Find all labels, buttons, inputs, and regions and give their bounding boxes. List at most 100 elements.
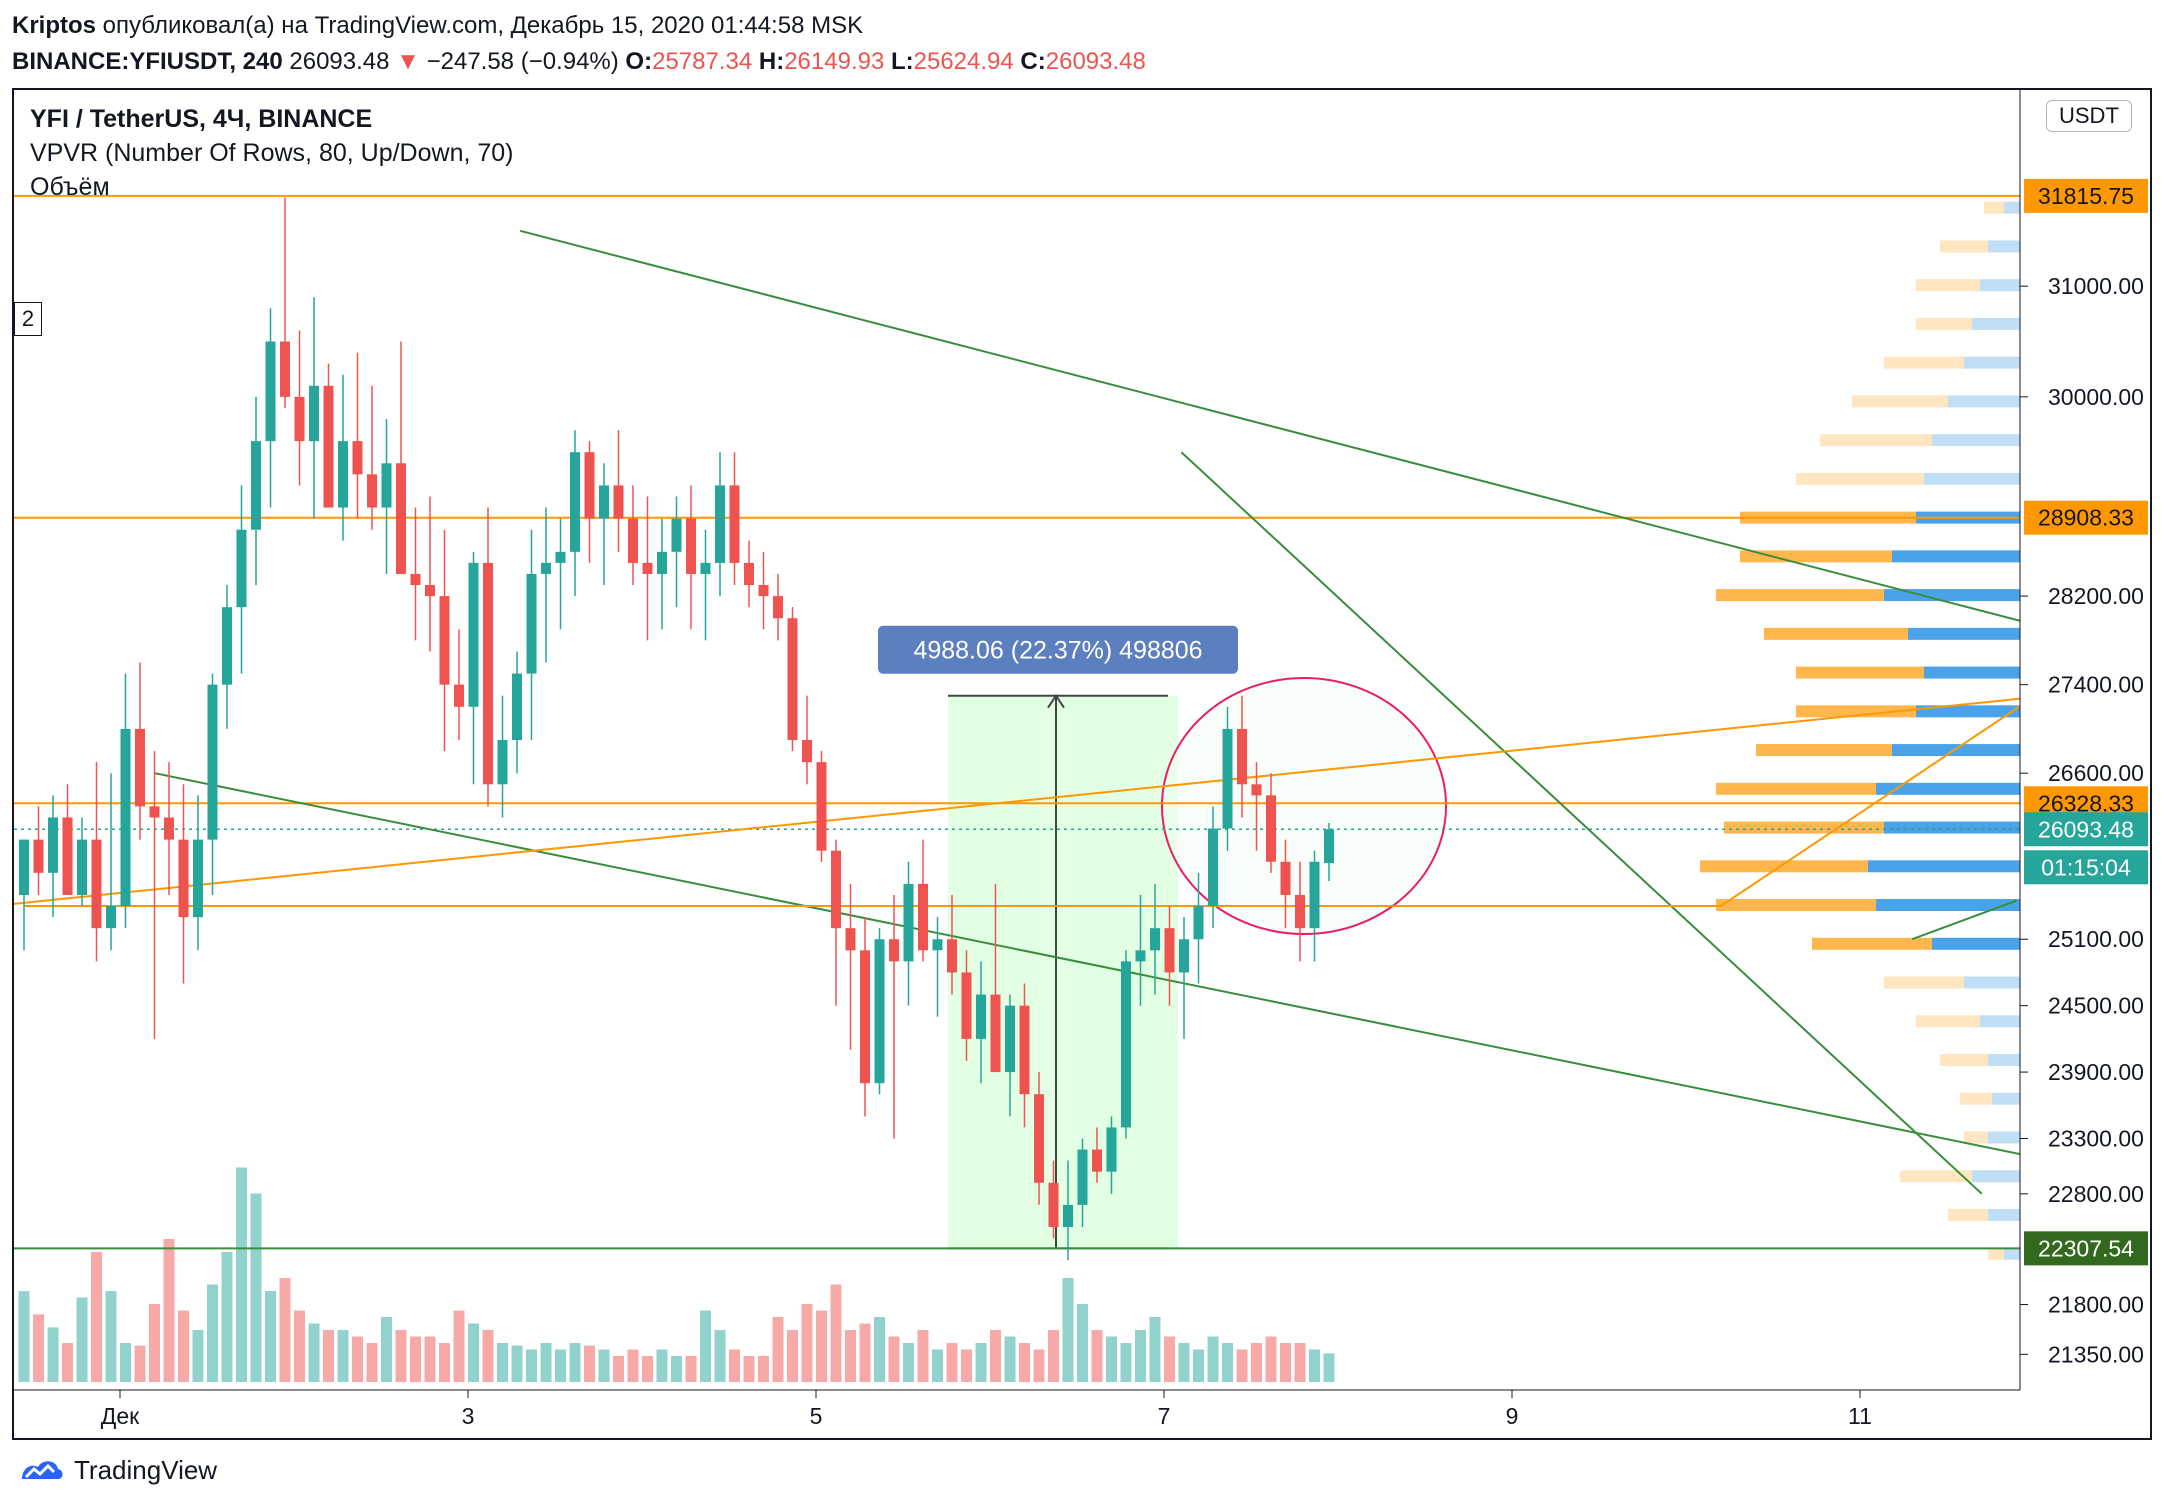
price-label: 01:15:04 bbox=[2041, 854, 2131, 880]
candle-body bbox=[33, 839, 44, 873]
volume-bar bbox=[714, 1330, 726, 1382]
vp-row-down bbox=[1940, 240, 1988, 253]
author-name[interactable]: Kriptos bbox=[12, 12, 96, 39]
chart-legend: YFI / TetherUS, 4Ч, BINANCE VPVR (Number… bbox=[30, 102, 514, 204]
vp-row-down bbox=[1852, 395, 1948, 408]
steep-downtrend-line bbox=[1180, 451, 1983, 1195]
candle-body bbox=[207, 684, 218, 840]
legend-indicator[interactable]: VPVR (Number Of Rows, 80, Up/Down, 70) bbox=[30, 139, 514, 167]
y-tick-label: 31000.00 bbox=[2048, 273, 2144, 299]
vp-row-up bbox=[1884, 821, 2020, 834]
close-value: 26093.48 bbox=[1045, 48, 1146, 75]
candle-body bbox=[1092, 1149, 1102, 1172]
volume-bar bbox=[207, 1284, 218, 1382]
volume-bar bbox=[1033, 1349, 1045, 1382]
vp-row-down bbox=[1716, 589, 1884, 602]
candle-body bbox=[570, 452, 580, 552]
vp-row-up bbox=[1988, 1131, 2020, 1144]
vp-row-up bbox=[1892, 550, 2020, 563]
price-label-bg bbox=[2024, 850, 2148, 885]
vp-row-down bbox=[1984, 201, 2004, 214]
price-label: 31815.75 bbox=[2038, 183, 2134, 209]
symbol-label: BINANCE:YFIUSDT, 240 bbox=[12, 48, 283, 75]
volume-bar bbox=[1120, 1343, 1132, 1382]
candle-body bbox=[251, 441, 261, 530]
volume-bar bbox=[903, 1343, 914, 1382]
vp-row-down bbox=[1884, 976, 1964, 989]
drawing-tag[interactable]: 2 bbox=[14, 302, 42, 336]
candle-body bbox=[961, 972, 972, 1039]
volume-bar bbox=[555, 1349, 566, 1382]
vp-row-up bbox=[1884, 589, 2020, 602]
candle-body bbox=[715, 485, 725, 563]
currency-button[interactable]: USDT bbox=[2046, 100, 2132, 132]
candle-body bbox=[584, 452, 595, 519]
vp-row-down bbox=[1796, 472, 1924, 485]
volume-bar bbox=[366, 1343, 378, 1382]
candle-body bbox=[918, 883, 928, 951]
candle-body bbox=[903, 883, 914, 962]
volume-bar bbox=[1062, 1278, 1074, 1382]
price-label-bg bbox=[2024, 812, 2148, 847]
volume-bar bbox=[1077, 1304, 1088, 1382]
legend-volume[interactable]: Объём bbox=[30, 173, 110, 201]
vp-row-down bbox=[1948, 1208, 1988, 1221]
candle-body bbox=[454, 684, 464, 707]
publish-info: опубликовал(а) на TradingView.com, Декаб… bbox=[96, 12, 864, 39]
candle-body bbox=[1193, 906, 1204, 940]
volume-bar bbox=[584, 1345, 595, 1382]
volume-bar bbox=[294, 1310, 305, 1382]
candle-body bbox=[541, 562, 551, 574]
volume-bar bbox=[1193, 1349, 1204, 1382]
vp-row-up bbox=[2004, 1247, 2020, 1260]
candle-body bbox=[120, 728, 131, 907]
high-label: H: bbox=[758, 48, 785, 75]
volume-bar bbox=[1323, 1353, 1335, 1382]
volume-bar bbox=[1091, 1330, 1103, 1382]
volume-bar bbox=[569, 1343, 581, 1382]
volume-bar bbox=[758, 1356, 769, 1382]
footer-branding[interactable]: TradingView bbox=[20, 1455, 217, 1486]
chart-canvas[interactable]: 4988.06 (22.37%) 498806 31000.00 30000.00 2… bbox=[14, 90, 2150, 1438]
vp-row-up bbox=[1988, 1208, 2020, 1221]
candle-body bbox=[671, 518, 682, 552]
vp-row-down bbox=[1812, 937, 1932, 950]
candle-body bbox=[149, 806, 160, 818]
candle-body bbox=[323, 385, 334, 508]
candle-body bbox=[497, 740, 508, 785]
measure-label-box bbox=[878, 625, 1238, 674]
descending-support-line bbox=[154, 772, 2150, 1182]
candle-body bbox=[1295, 894, 1305, 929]
volume-bar bbox=[33, 1314, 44, 1382]
chart-frame[interactable]: 4988.06 (22.37%) 498806 31000.00 30000.00 2… bbox=[12, 88, 2152, 1440]
volume-bar bbox=[1149, 1317, 1161, 1382]
candle-body bbox=[947, 939, 957, 973]
volume-bar bbox=[497, 1343, 508, 1382]
volume-bar bbox=[1135, 1330, 1146, 1382]
volume-bar bbox=[265, 1291, 276, 1382]
vp-row-up bbox=[1988, 240, 2020, 253]
volume-bar bbox=[656, 1349, 668, 1382]
candle-body bbox=[164, 817, 174, 840]
candle-body bbox=[1324, 829, 1334, 864]
volume-bar bbox=[917, 1330, 929, 1382]
volume-bar bbox=[729, 1349, 740, 1382]
volume-bar bbox=[961, 1349, 972, 1382]
volume-bar bbox=[120, 1343, 131, 1382]
volume-bar bbox=[627, 1349, 639, 1382]
price-label: 22307.54 bbox=[2038, 1235, 2134, 1261]
volume-bar bbox=[1294, 1343, 1306, 1382]
candle-body bbox=[381, 463, 392, 508]
vp-row-down bbox=[1716, 899, 1876, 912]
candle-body bbox=[236, 529, 247, 608]
y-tick-label: 24500.00 bbox=[2048, 993, 2144, 1019]
legend-title[interactable]: YFI / TetherUS, 4Ч, BINANCE bbox=[30, 105, 373, 133]
candle-body bbox=[773, 596, 783, 619]
volume-bar bbox=[308, 1323, 320, 1382]
volume-bar bbox=[62, 1343, 73, 1382]
candle-body bbox=[468, 562, 479, 707]
x-tick-label: 9 bbox=[1506, 1403, 1519, 1429]
candle-body bbox=[1019, 1005, 1030, 1095]
volume-bar bbox=[859, 1323, 871, 1382]
y-tick-label: 25100.00 bbox=[2048, 926, 2144, 952]
